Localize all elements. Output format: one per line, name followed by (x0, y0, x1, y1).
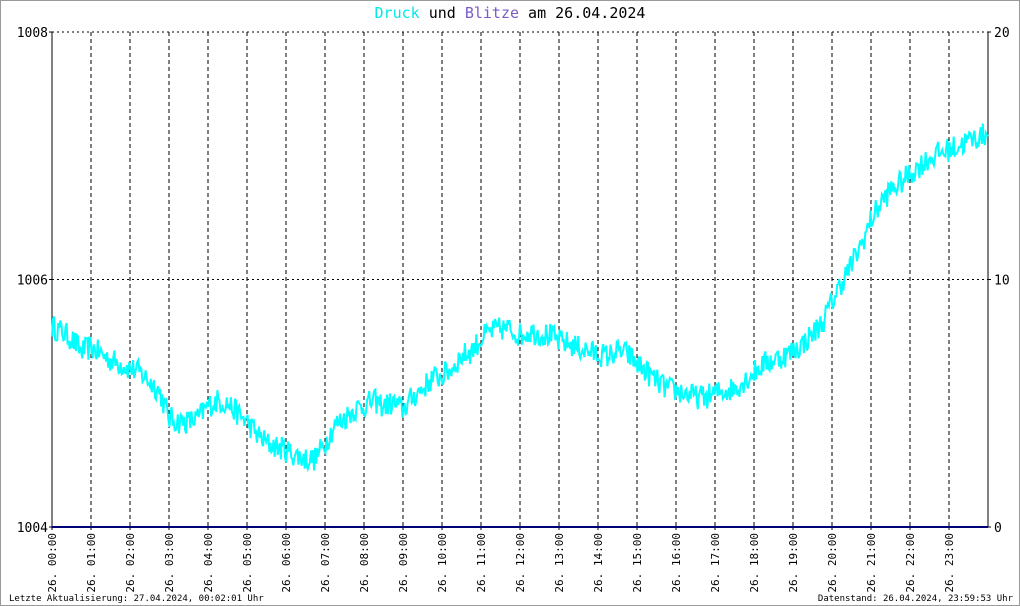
x-tick-label: 26. 05:00 (241, 533, 254, 593)
x-tick-label: 26. 18:00 (748, 533, 761, 593)
x-tick-label: 26. 19:00 (787, 533, 800, 593)
x-tick-label: 26. 21:00 (865, 533, 878, 593)
x-tick-label: 26. 04:00 (202, 533, 215, 593)
x-tick-label: 26. 12:00 (514, 533, 527, 593)
x-tick-label: 26. 03:00 (163, 533, 176, 593)
footer-data-status: Datenstand: 26.04.2024, 23:59:53 Uhr (817, 594, 1013, 604)
x-tick-label: 26. 22:00 (904, 533, 917, 593)
x-tick-label: 26. 15:00 (631, 533, 644, 593)
y-left-tick-label: 1004 (17, 521, 48, 536)
footer-last-update: Letzte Aktualisierung: 27.04.2024, 00:02… (9, 594, 264, 604)
y-left-tick-label: 1008 (17, 26, 48, 41)
x-tick-label: 26. 17:00 (709, 533, 722, 593)
x-tick-label: 26. 16:00 (670, 533, 683, 593)
x-tick-label: 26. 09:00 (397, 533, 410, 593)
x-tick-label: 26. 23:00 (943, 533, 956, 593)
x-tick-label: 26. 00:00 (46, 533, 59, 593)
x-tick-label: 26. 11:00 (475, 533, 488, 593)
y-right-tick-label: 10 (994, 274, 1010, 289)
title-date: am 26.04.2024 (519, 4, 646, 22)
x-tick-label: 26. 01:00 (85, 533, 98, 593)
x-tick-label: 26. 07:00 (319, 533, 332, 593)
y-left-tick-label: 1006 (17, 274, 48, 289)
x-tick-label: 26. 14:00 (592, 533, 605, 593)
x-tick-label: 26. 13:00 (553, 533, 566, 593)
y-right-tick-label: 0 (994, 521, 1002, 536)
y-right-tick-label: 20 (994, 26, 1010, 41)
x-tick-label: 26. 08:00 (358, 533, 371, 593)
title-blitze: Blitze (464, 4, 520, 22)
title-druck: Druck (374, 4, 420, 22)
series-druck-line (51, 123, 989, 473)
x-tick-label: 26. 20:00 (826, 533, 839, 593)
x-tick-label: 26. 10:00 (436, 533, 449, 593)
chart-title: Druck und Blitze am 26.04.2024 (1, 4, 1019, 22)
x-tick-label: 26. 06:00 (280, 533, 293, 593)
x-tick-label: 26. 02:00 (124, 533, 137, 593)
title-und: und (419, 4, 465, 22)
